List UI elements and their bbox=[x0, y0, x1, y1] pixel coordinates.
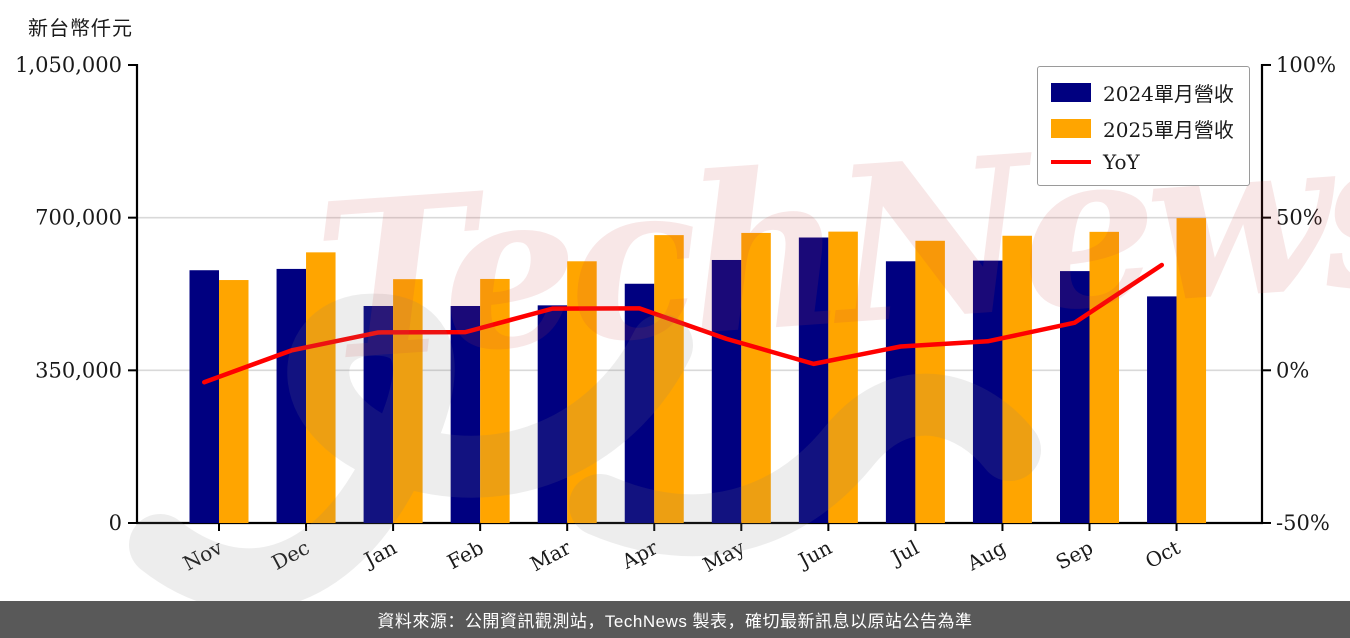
bar-2024-Apr bbox=[624, 283, 655, 523]
bar-2025-Jul bbox=[915, 240, 945, 523]
bar-2025-Jan bbox=[393, 279, 423, 523]
bar-2024-May bbox=[711, 259, 742, 523]
bar-2024-Sep bbox=[1060, 271, 1090, 523]
legend-item-2024: 2024單月營收 bbox=[1051, 78, 1234, 107]
footer-text: 資料來源：公開資訊觀測站，TechNews 製表，確切最新訊息以原站公告為準 bbox=[377, 612, 973, 631]
left-axis-tick-label: 0 bbox=[109, 511, 122, 535]
footer-bar: 資料來源：公開資訊觀測站，TechNews 製表，確切最新訊息以原站公告為準 bbox=[0, 601, 1350, 638]
legend: 2024單月營收 2025單月營收 YoY bbox=[1037, 66, 1250, 186]
x-axis-tick-label-Oct: Oct bbox=[1141, 535, 1184, 573]
x-axis-tick-label-Jun: Jun bbox=[793, 535, 836, 573]
legend-item-yoy: YoY bbox=[1051, 150, 1234, 174]
bar-2025-Oct bbox=[1176, 218, 1207, 524]
bar-2024-Oct bbox=[1147, 296, 1177, 523]
right-axis-tick-label: 0% bbox=[1276, 358, 1309, 382]
left-axis-tick-label: 700,000 bbox=[35, 206, 122, 230]
legend-label-yoy: YoY bbox=[1103, 150, 1140, 174]
legend-item-2025: 2025單月營收 bbox=[1051, 114, 1234, 143]
bar-2025-Apr bbox=[654, 235, 684, 523]
x-axis-tick-label-Jul: Jul bbox=[886, 535, 923, 570]
x-axis-tick-label-May: May bbox=[699, 535, 749, 577]
bar-2024-Dec bbox=[276, 268, 307, 523]
yoy-line bbox=[202, 262, 1165, 385]
x-axis-tick-label-Mar: Mar bbox=[526, 535, 575, 576]
left-axis-tick-label: 350,000 bbox=[35, 358, 122, 382]
right-axis-tick-label: -50% bbox=[1276, 511, 1330, 535]
x-axis-tick-label-Aug: Aug bbox=[962, 535, 1010, 576]
bar-2025-Sep bbox=[1089, 231, 1119, 524]
x-axis-tick-label-Sep: Sep bbox=[1052, 535, 1097, 574]
bar-2024-Aug bbox=[972, 260, 1003, 523]
bar-2024-Feb bbox=[450, 305, 481, 523]
bar-2025-Mar bbox=[567, 261, 597, 523]
bar-2024-Jul bbox=[885, 261, 916, 523]
legend-label-2025: 2025單月營收 bbox=[1103, 118, 1234, 142]
chart-canvas: 1,050,000 700,000 350,000 0 100% 50% 0% -50% Nov… bbox=[15, 53, 1336, 577]
legend-swatch-2024 bbox=[1051, 83, 1091, 102]
legend-label-2024: 2024單月營收 bbox=[1103, 82, 1234, 106]
legend-swatch-2025 bbox=[1051, 119, 1091, 138]
left-axis-tick-label: 1,050,000 bbox=[15, 53, 122, 77]
x-axis-tick-label-Dec: Dec bbox=[268, 535, 314, 575]
bar-2025-Dec bbox=[306, 252, 336, 523]
x-axis-tick-label-Feb: Feb bbox=[443, 535, 487, 574]
bar-2024-Jun bbox=[798, 237, 829, 523]
bar-2024-Nov bbox=[189, 270, 219, 523]
bar-2025-Nov bbox=[219, 280, 249, 523]
bar-2024-Jan bbox=[363, 305, 394, 523]
bar-2025-May bbox=[741, 232, 771, 523]
right-axis-tick-label: 100% bbox=[1276, 53, 1336, 77]
bar-2025-Jun bbox=[828, 231, 858, 523]
y-axis-title: 新台幣仟元 bbox=[28, 16, 133, 40]
bar-2025-Aug bbox=[1002, 235, 1032, 524]
x-axis-tick-label-Apr: Apr bbox=[617, 535, 662, 574]
x-axis-tick-label-Jan: Jan bbox=[358, 535, 400, 573]
x-axis-tick-label-Nov: Nov bbox=[179, 535, 227, 576]
bar-2025-Feb bbox=[480, 278, 510, 523]
right-axis-tick-label: 50% bbox=[1276, 206, 1323, 230]
legend-swatch-yoy-line bbox=[1051, 160, 1091, 164]
bar-2024-Mar bbox=[537, 305, 568, 523]
